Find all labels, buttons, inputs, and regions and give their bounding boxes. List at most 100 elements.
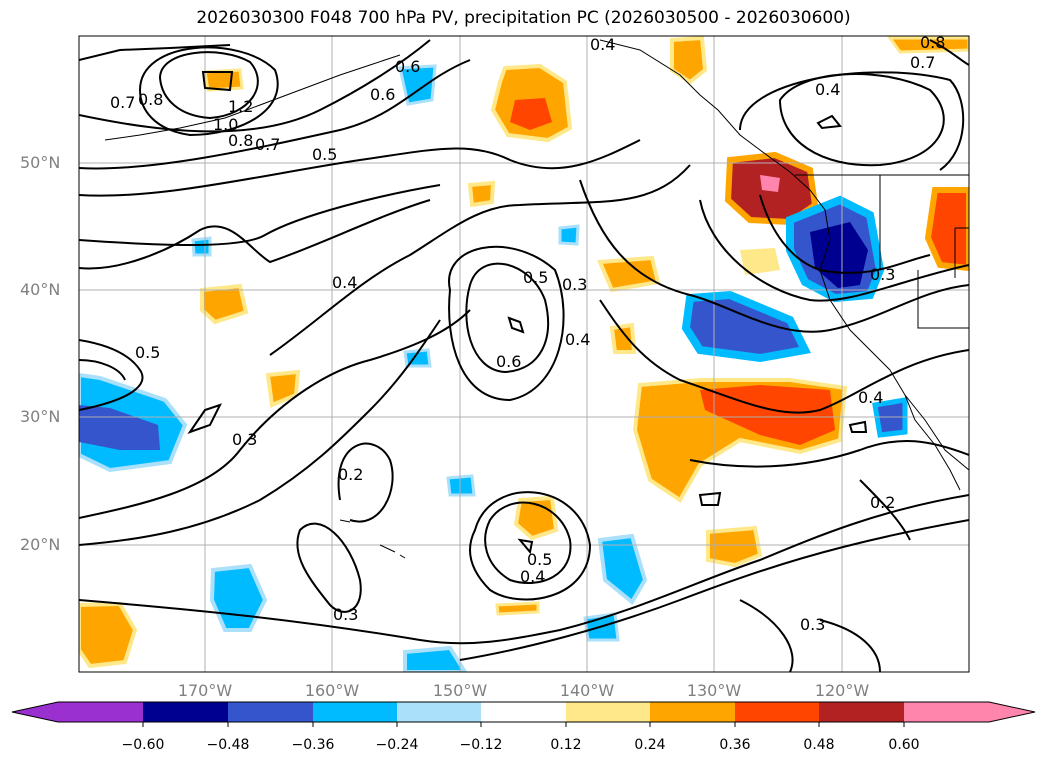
colorbar-tick-label: 0.24 [634,737,666,753]
colorbar-seg [228,702,313,722]
pv-contour [484,501,572,585]
aleutian-islands [104,54,401,141]
contour-label: 0.4 [520,567,545,586]
precip-positive-region [203,68,244,92]
contour-label: 0.4 [565,330,590,349]
pv-contour [296,522,362,613]
pv-contour [79,59,471,170]
pv-contour [459,519,969,661]
precip-negative-region [403,645,468,672]
contour-label: 0.6 [395,57,420,76]
contour-label: 0.6 [496,352,521,371]
map-title: 2026030300 F048 700 hPa PV, precipitatio… [196,8,851,28]
contour-label: 0.3 [333,605,358,624]
hawaii-islands [339,519,406,559]
pv-contour [79,339,144,411]
lon-label: 120°W [814,681,870,700]
lon-label: 130°W [686,681,742,700]
precip-negative-region [446,474,476,497]
pv-contour [79,39,431,133]
pv-contour [448,245,565,402]
precip-negative-region [191,236,212,257]
pv-contour [848,420,868,433]
precip-positive-core [510,98,552,130]
pv-contour [79,184,441,246]
pv-contour [699,199,969,302]
contour-label: 0.7 [255,135,280,154]
contour-label: 0.3 [562,275,587,294]
contour-label: 0.3 [800,615,825,634]
coastlines [104,39,969,559]
contour-label: 0.4 [590,35,615,54]
contour-label: 0.6 [370,85,395,104]
precip-negative-core [79,405,160,450]
lat-label: 30°N [20,407,61,426]
pv-contour [599,299,969,414]
contour-label: 0.4 [332,273,357,292]
pv-contour [698,491,722,506]
pv-contour [759,194,931,274]
contour-label: 0.8 [138,90,163,109]
pv-contour [79,359,126,381]
pv-contour [79,494,969,645]
colorbar-seg [904,702,989,722]
lon-label: 150°W [432,681,488,700]
pv-contour [507,316,525,334]
colorbar-tick-label: −0.36 [291,737,335,753]
lon-label: 170°W [177,681,233,700]
contour-label: 0.8 [228,131,253,150]
pv-contour [739,71,965,171]
contour-label: 0.7 [910,53,935,72]
pv-contour [739,599,794,672]
precip-positive-region [200,283,249,325]
contour-label: 0.2 [338,465,363,484]
colorbar-seg [481,702,566,722]
map-frame [78,35,970,673]
lat-label: 20°N [20,535,61,554]
pv-contour [859,479,911,541]
contour-label: 0.5 [527,550,552,569]
colorbar-seg [313,702,397,722]
pv-contour [517,538,534,555]
precip-positive-core [760,175,780,192]
precip-positive-region [597,255,661,293]
pv-contour [201,71,234,92]
colorbar-seg [650,702,735,722]
contour-label: 0.5 [312,145,337,164]
lon-label: 160°W [304,681,360,700]
pv-contour [689,440,969,468]
colorbar-tick-label: 0.12 [550,737,582,753]
contour-labels: 0.7 0.8 1.2 1.0 0.8 0.7 0.6 0.6 0.5 0.4 … [110,33,945,634]
pv-contour [337,442,394,523]
precip-positive-region [924,187,969,272]
pv-contour [816,114,842,130]
pv-contour [929,39,969,66]
precip-fill-layer [79,36,969,672]
contour-label: 0.5 [523,268,548,287]
contour-label: 0.4 [815,80,840,99]
pv-contour [187,403,222,434]
contour-label: 0.7 [110,93,135,112]
colorbar-seg [58,702,143,722]
precip-positive-region [265,369,301,408]
contour-label: 0.8 [920,33,945,52]
lon-label: 140°W [559,681,615,700]
colorbar-seg [143,702,228,722]
colorbar-tick-label: −0.48 [206,737,250,753]
state-borders [795,174,969,329]
colorbar-seg [566,702,650,722]
pv-contour [819,619,881,672]
precip-negative-region [597,533,648,606]
colorbar-tick-label: 0.60 [888,737,920,753]
precip-positive-region [706,525,763,568]
pv-contour [138,46,279,137]
alaska-coast [599,39,969,471]
colorbar [11,701,1036,727]
pv-contour [469,491,592,601]
precip-positive-core [700,385,835,445]
contour-label: 0.2 [870,493,895,512]
pv-contour [79,44,231,61]
pv-contours [79,39,969,672]
pv-contour [269,164,691,356]
